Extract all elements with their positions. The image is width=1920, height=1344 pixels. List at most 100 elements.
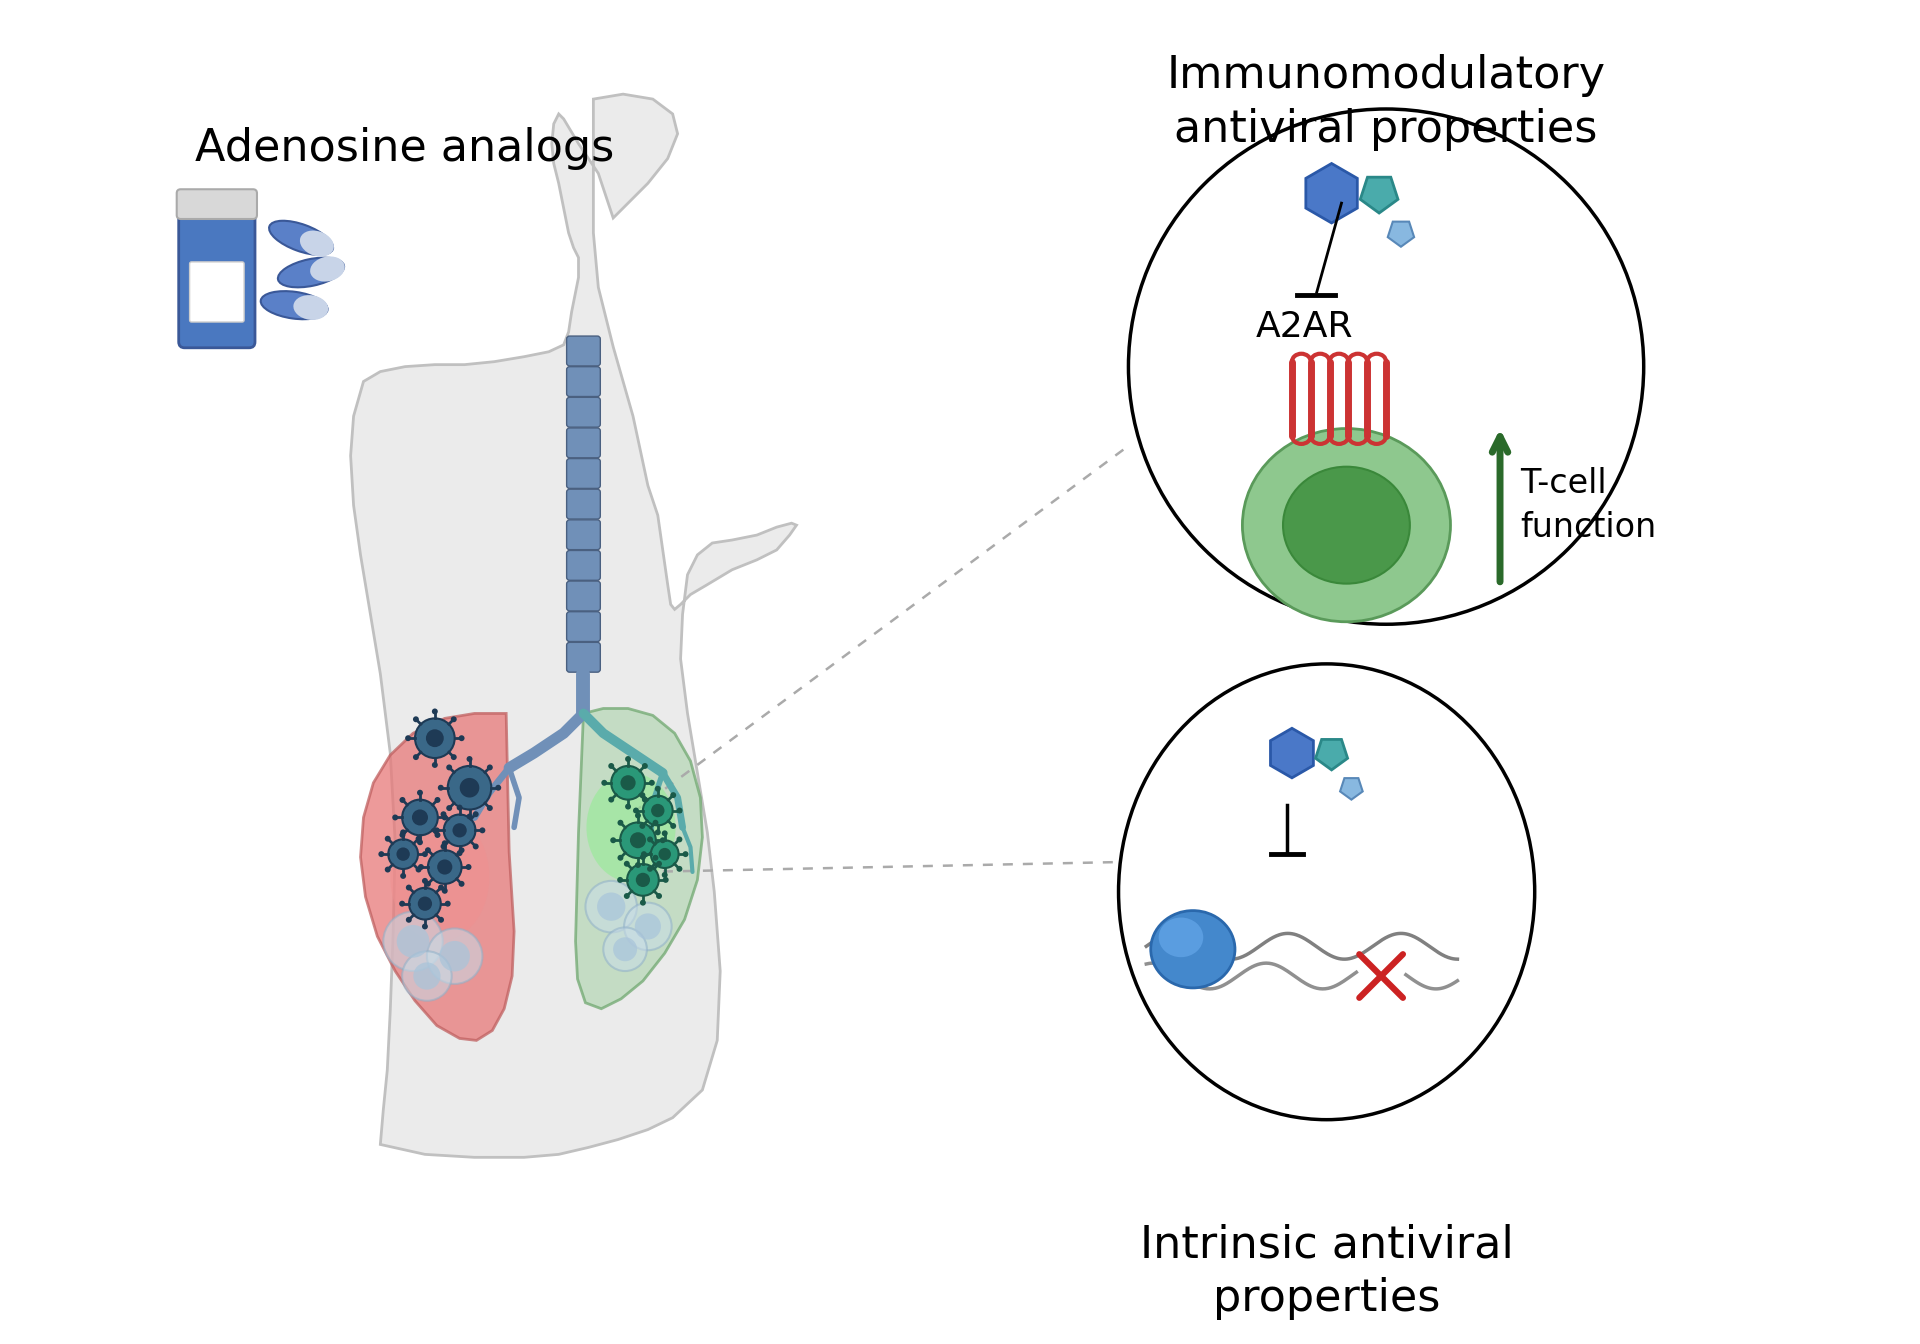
Circle shape	[624, 892, 630, 899]
FancyBboxPatch shape	[566, 398, 601, 427]
Ellipse shape	[390, 813, 490, 941]
Circle shape	[626, 804, 632, 809]
Circle shape	[419, 864, 424, 870]
FancyBboxPatch shape	[179, 202, 255, 348]
Circle shape	[662, 876, 668, 883]
Circle shape	[639, 899, 645, 906]
Circle shape	[628, 864, 659, 895]
Circle shape	[405, 735, 411, 741]
Circle shape	[413, 754, 419, 761]
Circle shape	[399, 832, 405, 837]
Circle shape	[662, 831, 668, 836]
Circle shape	[682, 851, 689, 857]
Polygon shape	[1271, 728, 1313, 778]
Circle shape	[651, 804, 664, 817]
Circle shape	[676, 836, 682, 843]
Circle shape	[384, 911, 444, 972]
Circle shape	[636, 914, 660, 939]
Circle shape	[422, 878, 428, 884]
Circle shape	[655, 829, 660, 836]
Circle shape	[657, 892, 662, 899]
Ellipse shape	[311, 257, 346, 281]
Circle shape	[641, 851, 647, 857]
FancyBboxPatch shape	[566, 427, 601, 458]
Circle shape	[405, 917, 411, 923]
FancyBboxPatch shape	[566, 612, 601, 641]
Circle shape	[459, 880, 465, 887]
Circle shape	[488, 805, 493, 810]
FancyBboxPatch shape	[566, 551, 601, 581]
Circle shape	[639, 792, 645, 798]
Circle shape	[401, 952, 451, 1001]
Circle shape	[451, 754, 457, 761]
Text: Intrinsic antiviral
properties: Intrinsic antiviral properties	[1140, 1224, 1513, 1320]
Circle shape	[624, 903, 672, 950]
Circle shape	[626, 757, 632, 762]
Circle shape	[422, 851, 428, 857]
Circle shape	[432, 708, 438, 715]
Polygon shape	[1340, 778, 1363, 800]
Circle shape	[660, 837, 666, 843]
Circle shape	[651, 840, 678, 868]
Circle shape	[597, 892, 626, 921]
Circle shape	[647, 836, 653, 843]
Circle shape	[639, 855, 645, 860]
FancyBboxPatch shape	[566, 336, 601, 366]
Ellipse shape	[294, 296, 328, 320]
Circle shape	[653, 820, 659, 825]
FancyBboxPatch shape	[566, 520, 601, 550]
Circle shape	[624, 860, 630, 867]
Ellipse shape	[261, 292, 328, 320]
Polygon shape	[1388, 222, 1415, 247]
Ellipse shape	[1150, 911, 1235, 988]
Circle shape	[467, 813, 472, 820]
Circle shape	[453, 824, 467, 837]
Circle shape	[649, 780, 655, 786]
Circle shape	[620, 775, 636, 790]
Polygon shape	[351, 94, 797, 1157]
Circle shape	[670, 823, 676, 829]
Circle shape	[442, 888, 447, 894]
Circle shape	[399, 797, 405, 802]
Polygon shape	[1359, 177, 1398, 214]
Circle shape	[438, 917, 444, 923]
Ellipse shape	[300, 231, 334, 257]
Circle shape	[659, 848, 670, 860]
Ellipse shape	[269, 220, 332, 255]
Circle shape	[657, 860, 662, 867]
Circle shape	[495, 785, 501, 790]
Circle shape	[612, 937, 637, 961]
Circle shape	[636, 862, 641, 868]
Circle shape	[616, 876, 624, 883]
Circle shape	[647, 866, 653, 872]
Circle shape	[419, 896, 432, 911]
Circle shape	[440, 941, 470, 972]
Ellipse shape	[1242, 429, 1450, 622]
Circle shape	[384, 867, 390, 872]
Circle shape	[601, 780, 607, 786]
FancyBboxPatch shape	[566, 642, 601, 672]
Circle shape	[399, 874, 407, 879]
Circle shape	[434, 797, 440, 802]
Circle shape	[609, 797, 614, 802]
Circle shape	[670, 792, 676, 798]
Circle shape	[413, 716, 419, 722]
Circle shape	[392, 814, 397, 820]
Circle shape	[630, 832, 645, 848]
Circle shape	[676, 866, 682, 872]
Circle shape	[480, 828, 486, 833]
Circle shape	[451, 716, 457, 722]
Circle shape	[413, 809, 428, 825]
Circle shape	[636, 813, 641, 818]
Ellipse shape	[1283, 466, 1409, 583]
Circle shape	[405, 884, 411, 891]
Circle shape	[1129, 109, 1644, 624]
Circle shape	[415, 867, 422, 872]
Circle shape	[611, 766, 645, 800]
Ellipse shape	[278, 258, 344, 288]
Circle shape	[378, 851, 384, 857]
Ellipse shape	[586, 773, 676, 882]
Circle shape	[603, 927, 647, 972]
Circle shape	[399, 900, 405, 907]
Circle shape	[417, 839, 422, 845]
